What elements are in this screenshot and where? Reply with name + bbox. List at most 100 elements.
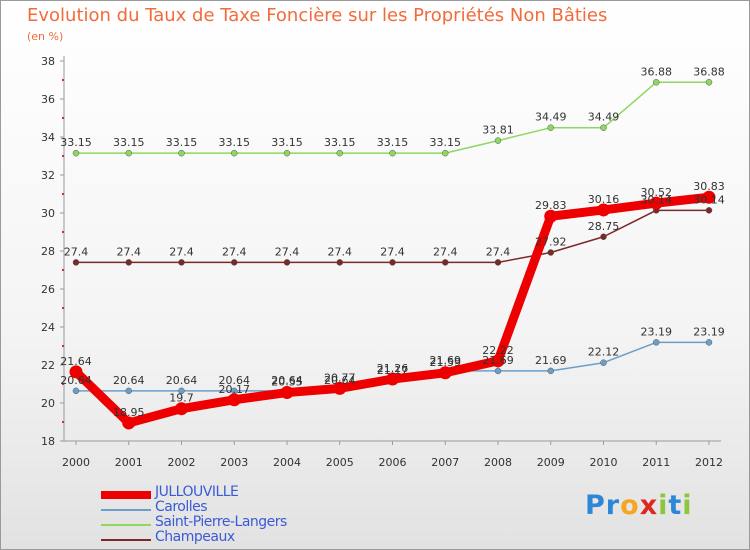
data-point-saint-pierre-langers bbox=[178, 149, 185, 157]
y-tick-label: 18 bbox=[41, 435, 55, 448]
y-tick-label: 26 bbox=[41, 283, 55, 296]
data-point-champeaux bbox=[494, 259, 502, 266]
data-label-champeaux: 27.4 bbox=[169, 245, 194, 258]
y-minor-tick bbox=[62, 79, 64, 81]
data-label-carolles: 23.19 bbox=[641, 325, 673, 338]
data-point-saint-pierre-langers bbox=[600, 124, 607, 131]
data-point-jullouville bbox=[438, 366, 452, 380]
data-point-saint-pierre-langers bbox=[389, 149, 396, 157]
data-point-champeaux bbox=[442, 259, 449, 266]
legend-swatch-champeaux bbox=[101, 539, 151, 541]
y-tick-label: 36 bbox=[41, 93, 55, 106]
data-label-jullouville: 30.16 bbox=[588, 193, 620, 206]
y-tick-labels: 18 20 22 24 26 28 30 32 34 36 38 bbox=[41, 55, 55, 448]
data-label-champeaux: 27.4 bbox=[486, 245, 511, 258]
data-point-saint-pierre-langers bbox=[125, 149, 132, 157]
data-label-jullouville: 21.64 bbox=[60, 355, 92, 368]
data-label-champeaux: 30.14 bbox=[693, 193, 725, 206]
data-point-jullouville bbox=[544, 209, 558, 223]
data-label-saint-pierre-langers: 33.15 bbox=[166, 136, 198, 149]
data-label-carolles: 20.64 bbox=[113, 374, 145, 387]
data-label-carolles: 21.69 bbox=[535, 354, 567, 367]
data-point-champeaux bbox=[705, 207, 713, 214]
data-label-champeaux: 30.14 bbox=[641, 193, 673, 206]
data-label-carolles: 20.64 bbox=[166, 374, 198, 387]
logo-letter: i bbox=[682, 490, 693, 521]
data-point-champeaux bbox=[283, 259, 291, 266]
data-point-jullouville bbox=[386, 372, 399, 386]
chart-title: Evolution du Taux de Taxe Foncière sur l… bbox=[27, 5, 608, 26]
x-tick-label: 2003 bbox=[220, 456, 248, 469]
data-label-carolles: 20.64 bbox=[219, 374, 251, 387]
legend-label-saint-pierre-langers: Saint-Pierre-Langers bbox=[155, 514, 287, 530]
data-point-saint-pierre-langers bbox=[653, 79, 660, 86]
logo-letter: P bbox=[585, 490, 606, 521]
y-tick-label: 38 bbox=[41, 55, 55, 68]
legend-label-champeaux: Champeaux bbox=[155, 529, 235, 545]
data-point-saint-pierre-langers bbox=[494, 137, 502, 144]
data-point-carolles bbox=[178, 387, 185, 395]
data-label-saint-pierre-langers: 34.49 bbox=[535, 111, 567, 124]
data-label-jullouville: 21.26 bbox=[377, 362, 409, 375]
x-tick-label: 2008 bbox=[484, 456, 512, 469]
data-label-jullouville: 18.95 bbox=[113, 406, 145, 419]
data-point-jullouville bbox=[491, 354, 505, 368]
data-label-carolles: 20.64 bbox=[60, 374, 92, 387]
data-label-champeaux: 28.75 bbox=[588, 220, 620, 233]
data-label-saint-pierre-langers: 33.15 bbox=[113, 136, 145, 149]
data-point-jullouville bbox=[333, 381, 347, 395]
x-tick-label: 2006 bbox=[379, 456, 407, 469]
data-label-carolles: 20.64 bbox=[324, 374, 356, 387]
data-label-carolles: 22.12 bbox=[588, 346, 620, 359]
y-minor-tick bbox=[62, 155, 64, 157]
data-point-jullouville bbox=[702, 190, 716, 204]
proxiti-logo: Proxiti bbox=[585, 490, 693, 521]
data-label-saint-pierre-langers: 36.88 bbox=[693, 65, 725, 78]
data-label-jullouville: 29.83 bbox=[535, 199, 567, 212]
legend-label-jullouville: JULLOUVILLE bbox=[155, 484, 239, 500]
data-point-carolles bbox=[705, 339, 713, 346]
data-label-champeaux: 27.4 bbox=[117, 245, 142, 258]
data-label-carolles: 20.64 bbox=[271, 374, 303, 387]
data-point-champeaux bbox=[72, 259, 80, 266]
data-point-jullouville bbox=[175, 402, 188, 416]
y-tick-label: 34 bbox=[41, 131, 55, 144]
data-label-champeaux: 27.4 bbox=[222, 245, 247, 258]
data-point-champeaux bbox=[547, 249, 554, 256]
y-tick-label: 30 bbox=[41, 207, 55, 220]
data-label-saint-pierre-langers: 34.49 bbox=[588, 111, 620, 124]
data-point-jullouville bbox=[649, 196, 663, 210]
data-point-saint-pierre-langers bbox=[442, 149, 449, 157]
y-tick-label: 28 bbox=[41, 245, 55, 258]
data-label-jullouville: 19.7 bbox=[169, 392, 194, 405]
data-label-saint-pierre-langers: 33.15 bbox=[324, 136, 356, 149]
x-tick-label: 2010 bbox=[590, 456, 618, 469]
data-label-champeaux: 27.4 bbox=[433, 245, 458, 258]
data-point-saint-pierre-langers bbox=[72, 149, 80, 157]
data-label-jullouville: 22.22 bbox=[482, 344, 514, 357]
data-point-jullouville bbox=[227, 393, 241, 407]
data-point-champeaux bbox=[231, 259, 238, 266]
data-point-carolles bbox=[72, 387, 80, 395]
x-tick-label: 2002 bbox=[168, 456, 196, 469]
y-tick-label: 24 bbox=[41, 321, 55, 334]
y-tick-label: 20 bbox=[41, 397, 55, 410]
x-tick-label: 2004 bbox=[273, 456, 301, 469]
data-label-champeaux: 27.4 bbox=[275, 245, 300, 258]
x-tick-label: 2007 bbox=[431, 456, 459, 469]
data-point-jullouville bbox=[69, 365, 83, 379]
data-label-jullouville: 30.52 bbox=[641, 186, 673, 199]
data-point-champeaux bbox=[125, 259, 132, 266]
data-label-carolles: 21.69 bbox=[482, 354, 514, 367]
x-tick-label: 2011 bbox=[642, 456, 670, 469]
logo-letter: r bbox=[605, 490, 621, 521]
y-minor-tick bbox=[62, 193, 64, 195]
data-label-saint-pierre-langers: 33.15 bbox=[219, 136, 251, 149]
data-label-jullouville: 20.17 bbox=[219, 383, 251, 396]
data-label-jullouville: 21.59 bbox=[430, 356, 462, 369]
y-minor-tick bbox=[62, 383, 64, 385]
data-label-jullouville: 30.83 bbox=[693, 180, 725, 193]
data-point-carolles bbox=[125, 387, 132, 395]
data-point-jullouville bbox=[122, 416, 136, 430]
